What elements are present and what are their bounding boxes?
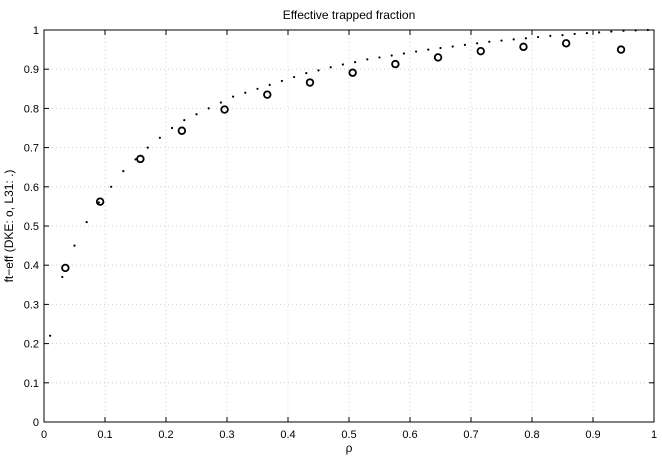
grid [44, 30, 654, 422]
dke-point [519, 42, 528, 52]
y-tick-label: 0.9 [24, 64, 39, 76]
l31-point [268, 83, 271, 86]
l31-point [219, 101, 222, 104]
series-dke [61, 39, 626, 273]
dke-point [61, 263, 70, 273]
l31-point [537, 35, 540, 39]
l31-point [512, 38, 515, 41]
l31-point [122, 170, 125, 173]
dke-point [391, 59, 400, 69]
y-tick-label: 0.5 [24, 221, 39, 233]
series-l31 [49, 28, 650, 337]
l31-point [598, 31, 601, 34]
l31-point [195, 113, 198, 116]
l31-point [341, 63, 344, 66]
dke-point [220, 105, 229, 114]
l31-point [134, 158, 137, 161]
l31-point [390, 54, 393, 57]
l31-point [549, 34, 552, 37]
l31-point [183, 119, 186, 122]
dke-point [177, 126, 187, 135]
l31-point [439, 46, 442, 50]
l31-point [415, 50, 418, 53]
y-tick-label: 0.6 [24, 182, 39, 194]
y-tick-label: 0.4 [24, 260, 39, 272]
y-tick-label: 0.7 [24, 143, 39, 155]
x-tick-label: 0.1 [97, 429, 112, 441]
x-tick-label: 0.2 [158, 429, 173, 441]
l31-point [244, 91, 247, 94]
l31-point [463, 43, 466, 46]
l31-point [280, 79, 283, 83]
l31-point [171, 126, 174, 130]
l31-point [146, 146, 149, 149]
l31-point [366, 58, 369, 61]
dke-point [305, 78, 315, 87]
l31-point [61, 275, 64, 279]
y-tick-label: 1 [33, 25, 39, 37]
x-axis-label: ρ [346, 441, 353, 455]
dke-point [433, 53, 443, 62]
l31-point [256, 87, 259, 90]
dke-point [263, 90, 272, 99]
l31-point [500, 39, 503, 42]
axis-ticks: 0 0.1 0.2 0.3 0.4 0.5 0.6 0.7 0.8 0.9 1 0 0.1 0.2 0.3 0… [24, 25, 657, 441]
plot-area [49, 28, 650, 337]
y-tick-label: 0 [33, 417, 39, 429]
x-tick-label: 0.5 [341, 429, 356, 441]
y-tick-label: 0.2 [24, 339, 39, 351]
dke-point [136, 154, 145, 164]
chart-title: Effective trapped fraction [283, 8, 416, 22]
l31-point [524, 37, 528, 40]
dke-point [616, 45, 626, 54]
l31-point [73, 244, 76, 247]
l31-point [585, 32, 589, 35]
l31-point [354, 61, 357, 64]
l31-point [207, 107, 210, 110]
l31-point [402, 52, 405, 55]
l31-point [451, 45, 454, 48]
dke-point [476, 46, 485, 56]
x-tick-label: 0.8 [524, 429, 539, 441]
l31-point [610, 30, 613, 33]
l31-point [488, 40, 491, 43]
l31-point [293, 75, 296, 79]
x-tick-label: 0.3 [219, 429, 234, 441]
l31-point [85, 220, 88, 224]
l31-point [317, 69, 320, 72]
x-tick-label: 0.9 [585, 429, 600, 441]
x-tick-label: 0.7 [463, 429, 478, 441]
y-tick-label: 0.3 [24, 299, 39, 311]
l31-point [329, 66, 332, 69]
x-tick-label: 0.4 [280, 429, 295, 441]
l31-point [158, 136, 161, 139]
dke-point [95, 197, 105, 206]
l31-point [232, 95, 235, 98]
l31-point [561, 33, 564, 37]
l31-point [378, 56, 381, 59]
l31-point [110, 185, 113, 188]
y-tick-label: 0.1 [24, 378, 39, 390]
y-axis-label: ft−eff (DKE: o, L31: .) [2, 170, 16, 283]
l31-point [427, 48, 430, 51]
x-tick-label: 0.6 [402, 429, 417, 441]
l31-point [97, 201, 100, 204]
l31-point [49, 334, 52, 337]
y-tick-label: 0.8 [24, 103, 39, 115]
dke-point [561, 39, 571, 48]
l31-point [305, 72, 308, 75]
x-tick-label: 0 [41, 429, 47, 441]
dke-point [348, 68, 357, 77]
l31-point [476, 42, 479, 45]
x-tick-label: 1 [651, 429, 657, 441]
l31-point [573, 32, 576, 36]
